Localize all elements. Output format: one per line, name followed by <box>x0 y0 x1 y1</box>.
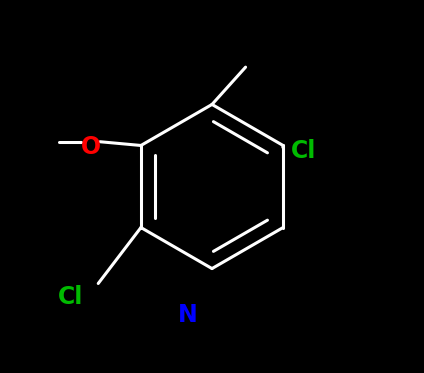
Text: N: N <box>178 303 198 327</box>
Text: Cl: Cl <box>58 285 83 308</box>
Text: O: O <box>81 135 101 159</box>
Text: Cl: Cl <box>291 139 316 163</box>
